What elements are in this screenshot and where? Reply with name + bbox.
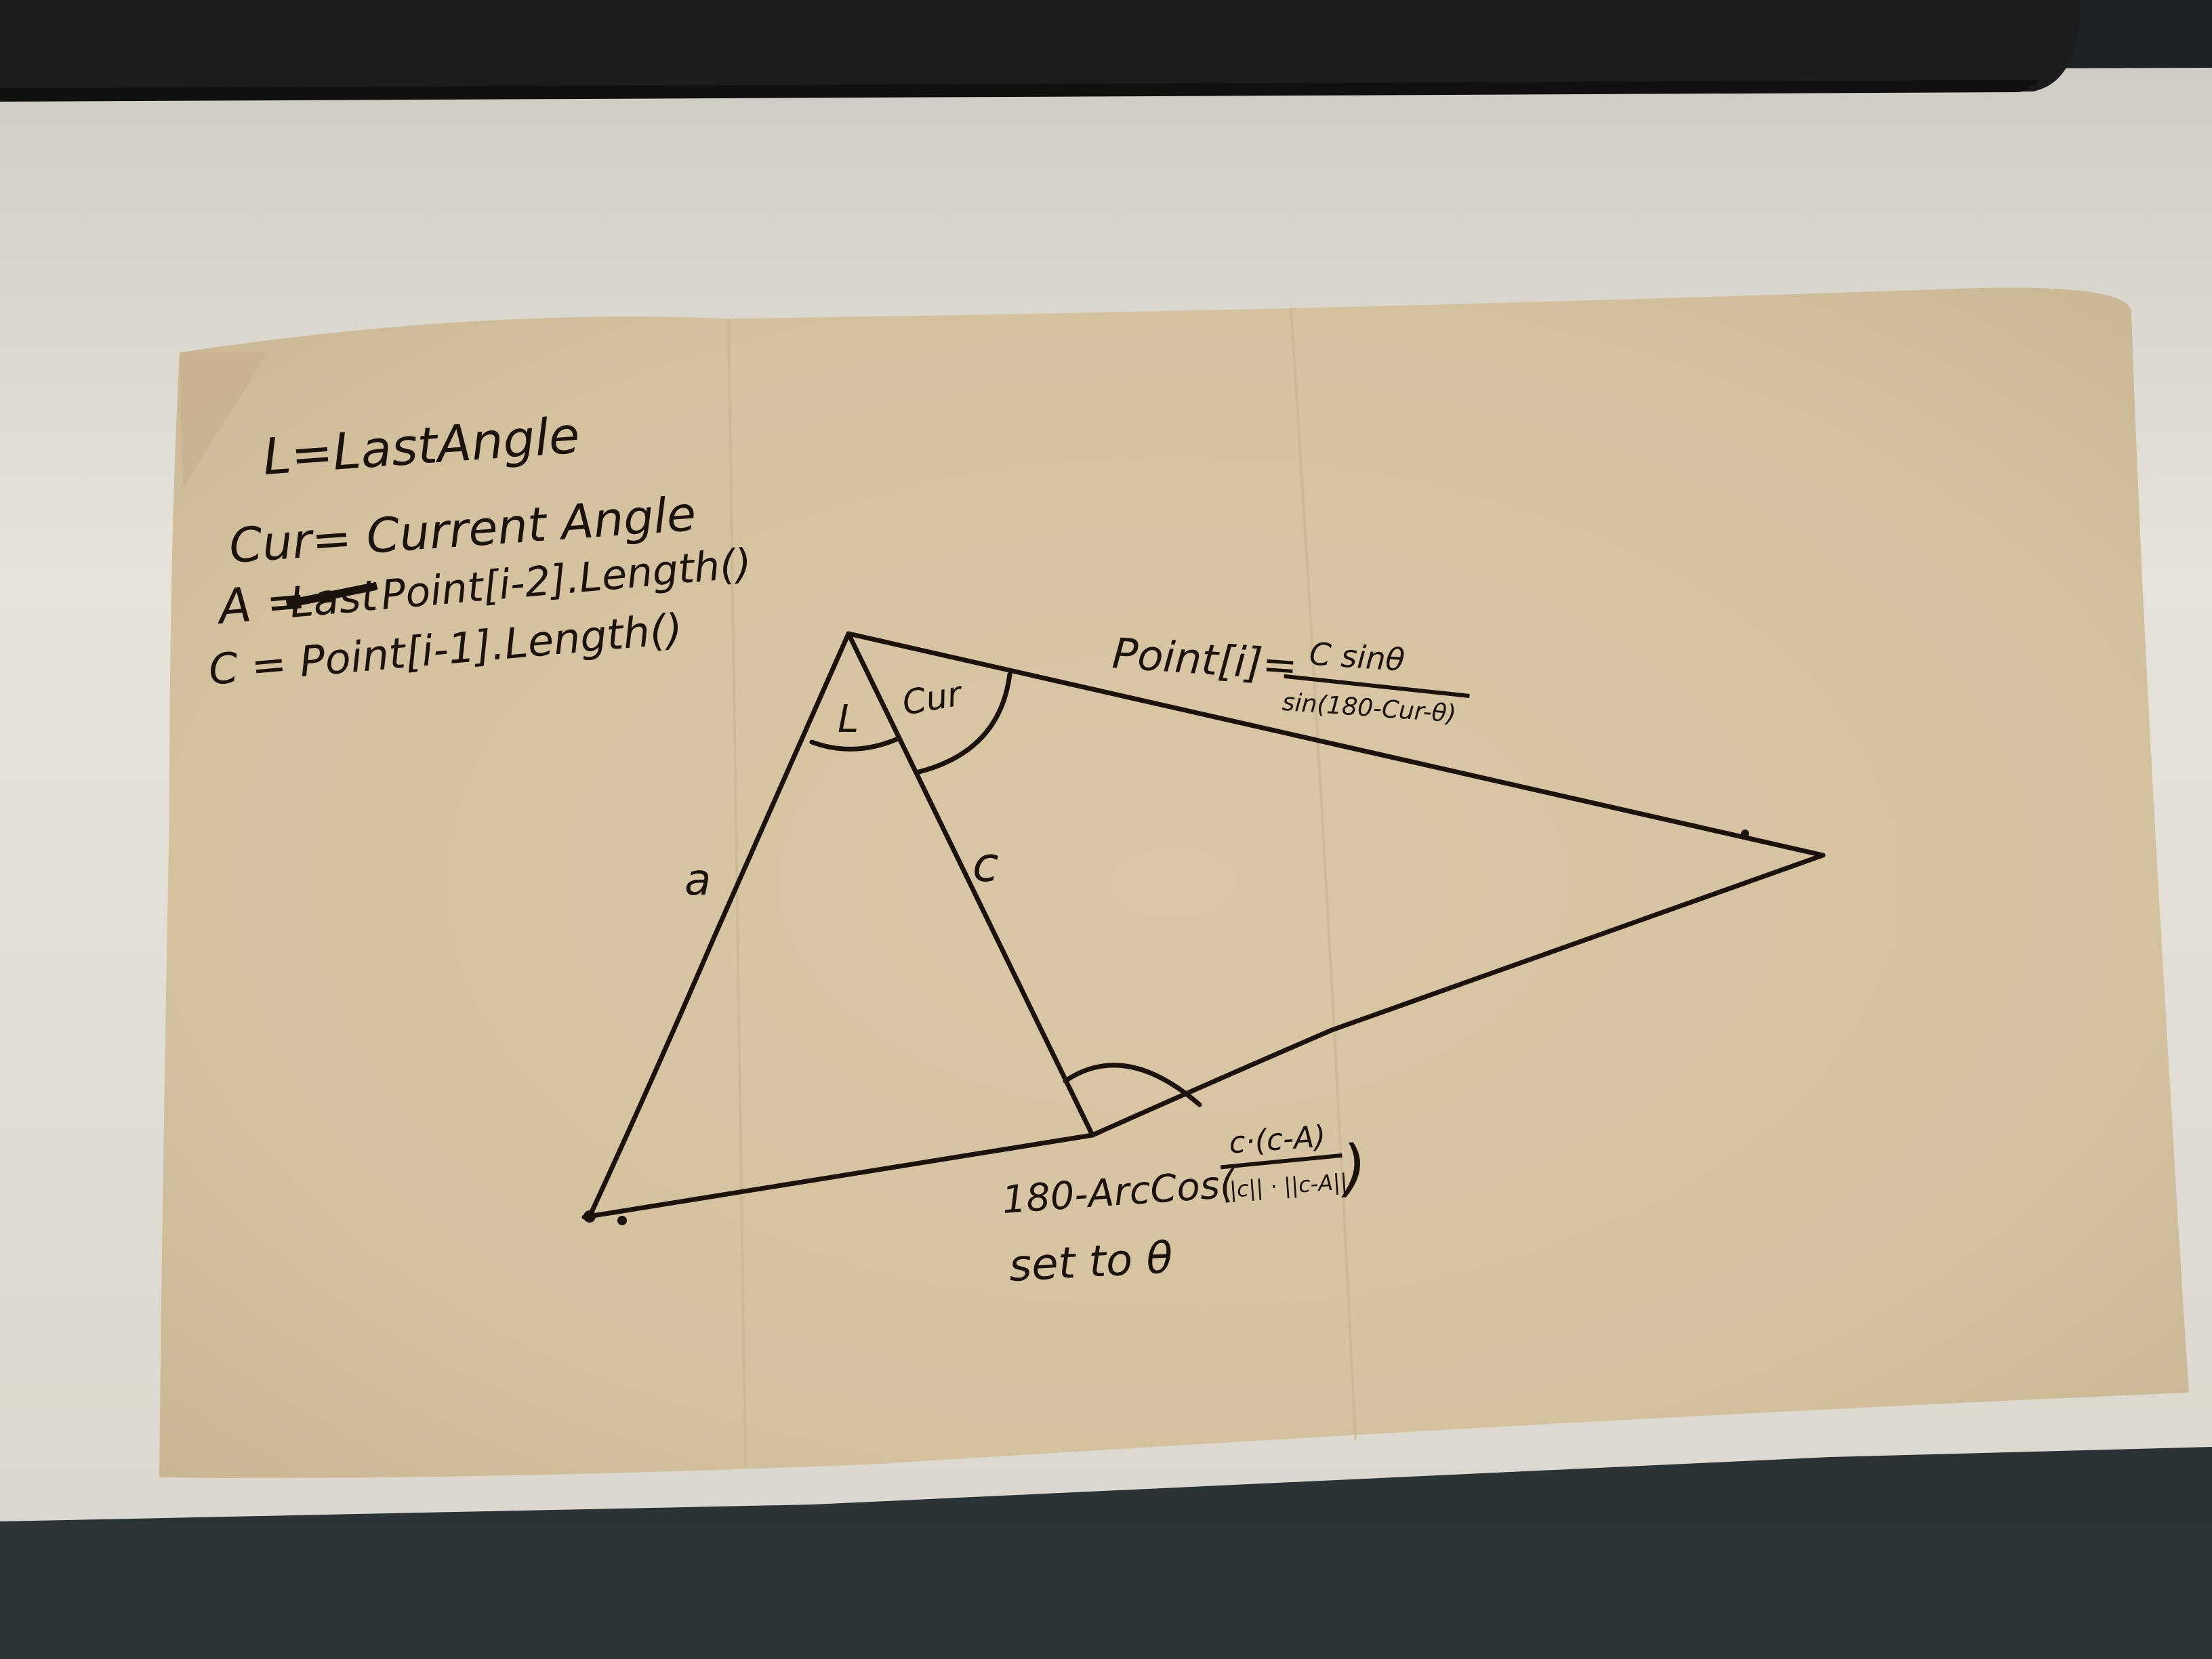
theta-formula: 180-ArcCos( c·(c-A) ||c|| · ||c-A|| ) — [1000, 1120, 1369, 1223]
keyboard — [0, 0, 2081, 102]
geometry-diagram — [581, 631, 1826, 1220]
point-formula: Point[i]= C sinθ sin(180-Cur-θ) — [1111, 628, 1470, 729]
point-formula-numerator: C sinθ — [1308, 635, 1406, 678]
fraction-bar — [1220, 1153, 1343, 1170]
fraction-bar — [1284, 674, 1470, 698]
angle-arc-bottom — [1063, 1063, 1202, 1107]
vertex-dot — [1741, 830, 1749, 838]
keyboard-edge — [0, 80, 2040, 102]
vertex-dot — [583, 1210, 596, 1223]
right-side-line — [1090, 853, 1826, 1138]
napkin — [159, 287, 2189, 1478]
angle-label-l: L — [838, 697, 859, 741]
theta-note: set to θ — [1008, 1233, 1174, 1292]
bottom-base-line — [581, 1132, 1095, 1220]
strikethrough — [285, 581, 378, 609]
angle-arc-l — [809, 736, 901, 752]
top-side-line — [846, 631, 1826, 858]
vertex-dot — [617, 1216, 627, 1225]
side-a-line — [587, 631, 851, 1219]
napkin-fold — [1290, 308, 1357, 1441]
napkin-corner-fold — [180, 352, 268, 488]
theta-numerator: c·(c-A) — [1228, 1120, 1327, 1161]
angle-arc-cur — [914, 672, 1012, 775]
side-c-line — [846, 631, 1095, 1138]
side-label-c: c — [972, 837, 999, 893]
side-label-a: a — [684, 855, 711, 905]
